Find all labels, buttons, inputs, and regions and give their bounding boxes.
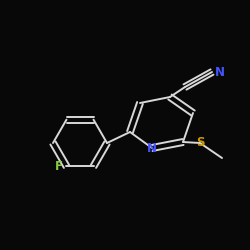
Text: N: N	[147, 142, 157, 154]
Text: F: F	[54, 160, 62, 173]
Text: S: S	[196, 136, 204, 149]
Text: N: N	[215, 66, 225, 78]
